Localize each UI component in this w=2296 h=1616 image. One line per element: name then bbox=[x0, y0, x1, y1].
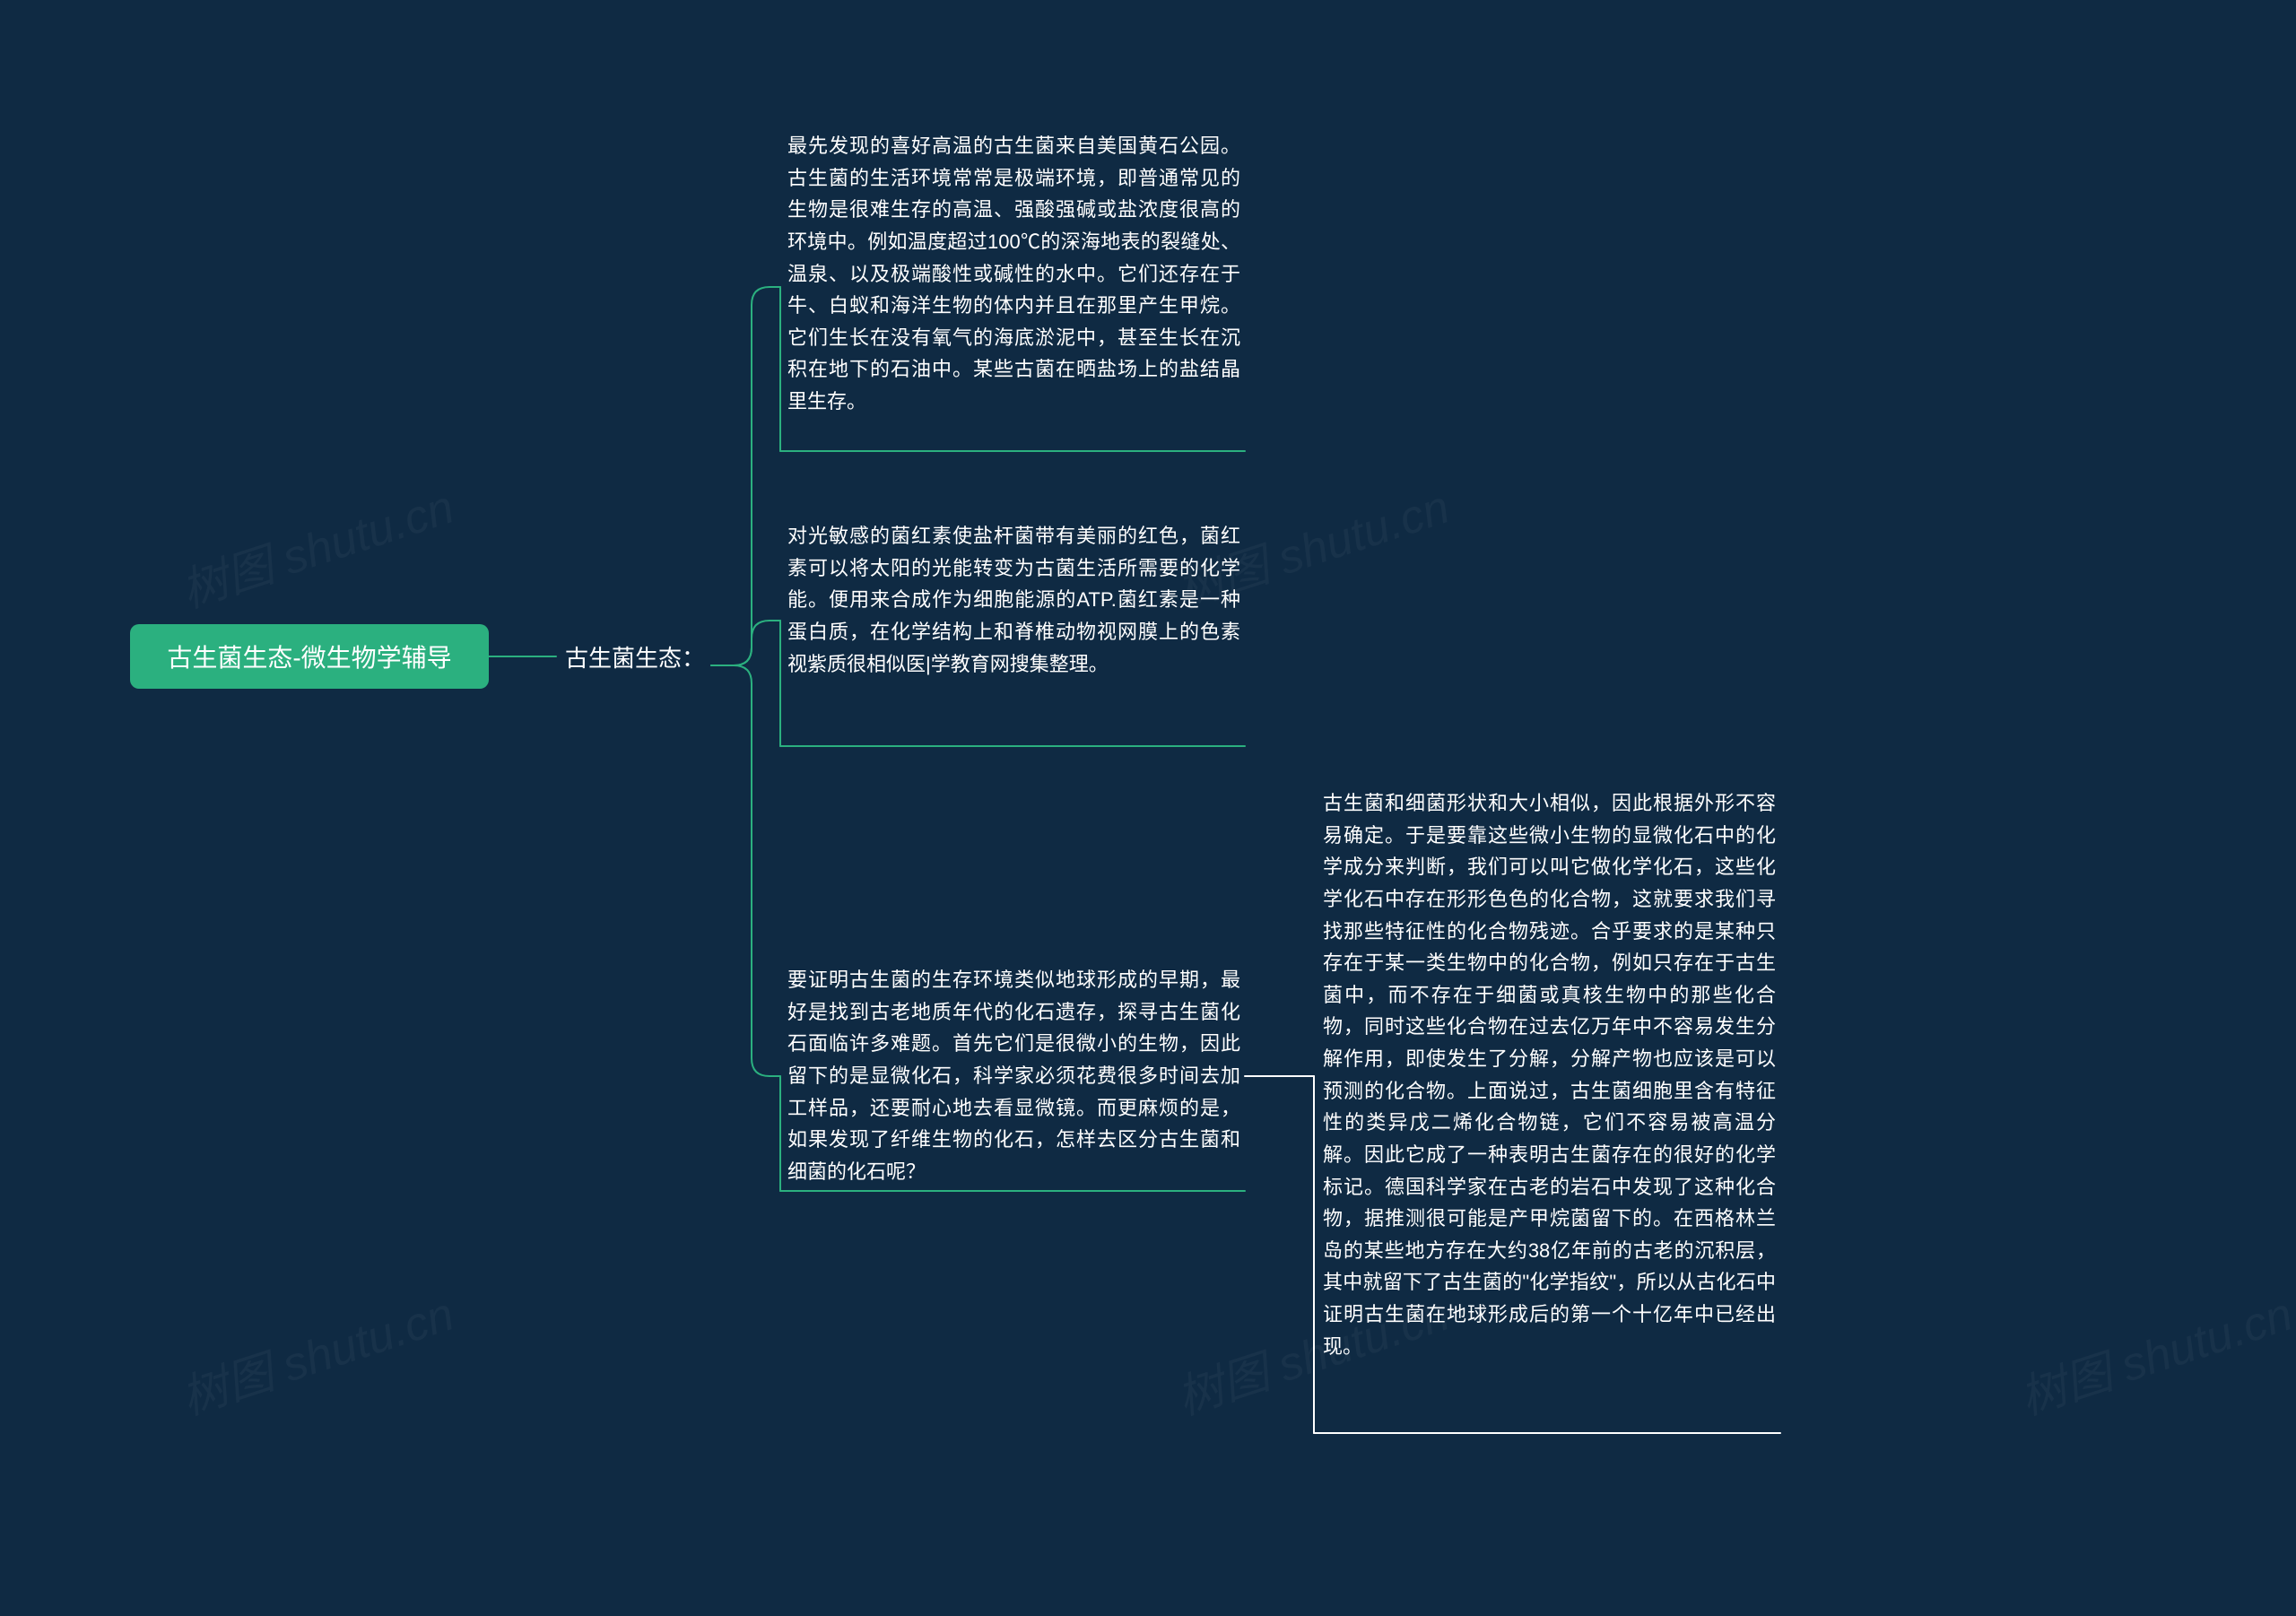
leaf-node-2[interactable]: 对光敏感的菌红素使盐杆菌带有美丽的红色，菌红素可以将太阳的光能转变为古菌生活所需… bbox=[787, 520, 1240, 680]
leaf-node-3a-text: 古生菌和细菌形状和大小相似，因此根据外形不容易确定。于是要靠这些微小生物的显微化… bbox=[1323, 792, 1776, 1358]
root-node-label: 古生菌生态-微生物学辅导 bbox=[167, 639, 451, 674]
leaf-node-3a[interactable]: 古生菌和细菌形状和大小相似，因此根据外形不容易确定。于是要靠这些微小生物的显微化… bbox=[1323, 787, 1776, 1362]
watermark: 树图 shutu.cn bbox=[171, 1276, 461, 1428]
watermark: 树图 shutu.cn bbox=[171, 469, 461, 621]
level1-node[interactable]: 古生菌生态： bbox=[565, 640, 705, 673]
watermark: 树图 shutu.cn bbox=[2010, 1276, 2296, 1428]
leaf-node-1-text: 最先发现的喜好高温的古生菌来自美国黄石公园。古生菌的生活环境常常是极端环境，即普… bbox=[787, 135, 1240, 413]
leaf-node-3-text: 要证明古生菌的生存环境类似地球形成的早期，最好是找到古老地质年代的化石遗存，探寻… bbox=[787, 969, 1240, 1183]
leaf-node-3[interactable]: 要证明古生菌的生存环境类似地球形成的早期，最好是找到古老地质年代的化石遗存，探寻… bbox=[787, 964, 1240, 1187]
level1-node-label: 古生菌生态： bbox=[565, 645, 705, 672]
leaf-node-1[interactable]: 最先发现的喜好高温的古生菌来自美国黄石公园。古生菌的生活环境常常是极端环境，即普… bbox=[787, 130, 1240, 418]
root-node[interactable]: 古生菌生态-微生物学辅导 bbox=[130, 624, 489, 689]
leaf-node-2-text: 对光敏感的菌红素使盐杆菌带有美丽的红色，菌红素可以将太阳的光能转变为古菌生活所需… bbox=[787, 525, 1240, 675]
